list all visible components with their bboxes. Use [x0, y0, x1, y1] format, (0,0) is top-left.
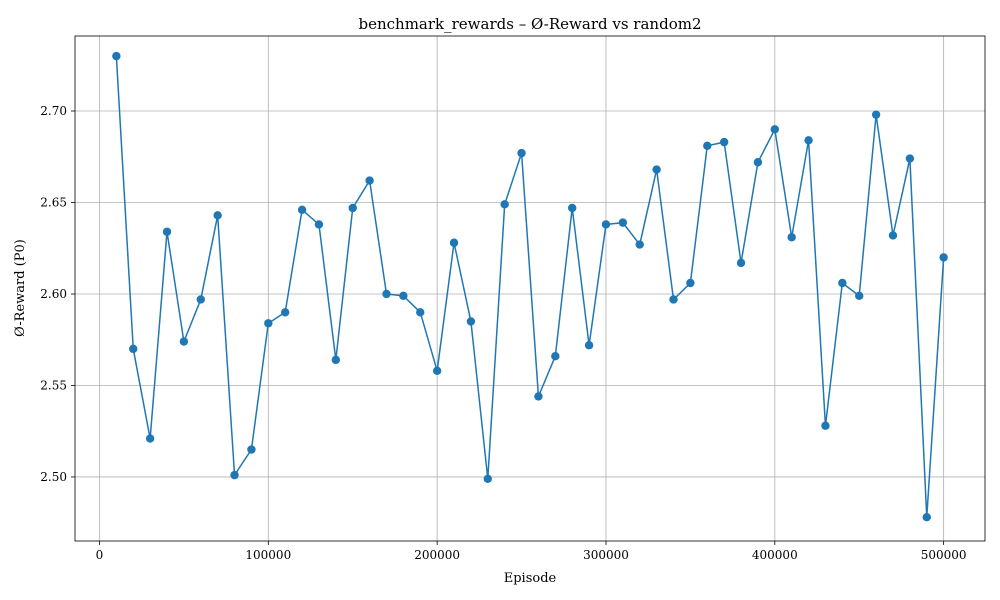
data-point: [382, 289, 391, 299]
x-tick-label: 500000: [921, 548, 967, 562]
gridlines: [75, 36, 985, 541]
data-point: [939, 253, 948, 262]
data-point: [297, 205, 307, 215]
x-tick-label: 400000: [752, 548, 798, 562]
data-point: [804, 136, 813, 145]
data-point: [112, 51, 121, 61]
series-group: [112, 51, 948, 522]
data-point: [584, 341, 594, 350]
data-point: [230, 470, 239, 480]
y-tick-label: 2.55: [40, 378, 67, 392]
data-point: [500, 200, 509, 209]
data-point: [686, 278, 695, 288]
data-point: [568, 203, 577, 213]
data-point: [905, 154, 915, 163]
y-tick-label: 2.60: [40, 287, 67, 301]
data-point: [922, 513, 931, 522]
data-point: [821, 421, 830, 430]
data-point: [551, 351, 560, 361]
data-point: [331, 355, 341, 365]
data-point: [449, 238, 459, 247]
y-axis-label: Ø-Reward (P0): [13, 239, 28, 337]
x-tick-label: 0: [96, 548, 104, 562]
plot-frame: [74, 35, 986, 542]
data-point: [213, 211, 222, 220]
y-tick-label: 2.50: [40, 470, 67, 484]
data-point: [129, 344, 138, 354]
data-point: [517, 148, 526, 158]
data-point: [888, 231, 898, 240]
x-axis-label: Episode: [504, 571, 557, 586]
data-point: [753, 158, 763, 167]
data-point: [466, 317, 476, 326]
data-point: [652, 165, 661, 174]
data-point: [534, 392, 543, 401]
data-point: [247, 445, 256, 454]
data-point: [871, 110, 881, 119]
data-point: [162, 227, 172, 236]
y-tick-label: 2.70: [40, 104, 67, 118]
data-point: [601, 220, 611, 229]
data-point: [719, 137, 729, 147]
data-point: [787, 233, 796, 242]
data-point: [618, 218, 628, 227]
axis-ticks: 0 100000 200000 300000 400000 500000 2.50 2.55 2…: [40, 104, 966, 562]
data-point: [483, 474, 492, 483]
data-point: [145, 434, 155, 443]
data-point: [635, 240, 644, 249]
data-point: [736, 258, 746, 268]
data-point: [770, 125, 780, 134]
data-point: [855, 291, 864, 301]
y-tick-label: 2.65: [40, 196, 67, 210]
x-tick-label: 200000: [414, 548, 460, 562]
data-point: [365, 176, 374, 185]
x-tick-label: 100000: [245, 548, 291, 562]
data-point: [432, 366, 442, 376]
data-point: [179, 337, 189, 346]
data-point: [280, 308, 290, 317]
data-point: [348, 203, 357, 213]
data-point: [669, 295, 678, 304]
data-point: [416, 308, 425, 317]
series-line: [115, 56, 945, 518]
x-tick-label: 300000: [583, 548, 629, 562]
data-point: [838, 278, 847, 288]
data-point: [196, 295, 205, 304]
data-point: [703, 141, 712, 150]
data-point: [314, 220, 324, 229]
data-point: [399, 291, 408, 301]
data-point: [264, 319, 273, 328]
chart-title: benchmark_rewards – Ø-Reward vs random2: [359, 15, 702, 33]
